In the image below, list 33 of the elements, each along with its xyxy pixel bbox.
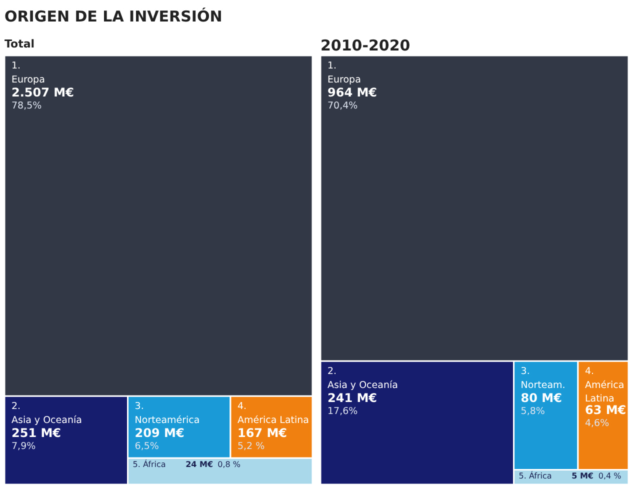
data-label: 80 M€: [520, 391, 562, 406]
category-label: 4. América Latina: [237, 401, 309, 426]
text: 78,5%: [12, 100, 42, 112]
data-label: 251 M€: [12, 426, 62, 440]
category-label: 5. África: [518, 470, 552, 481]
text: 17,6%: [328, 406, 358, 418]
text: ORIGEN DE LA INVERSIÓN: [4, 8, 222, 26]
text: Total: [4, 38, 35, 50]
data-label: 2.507 M€: [12, 86, 74, 100]
category-label: 3. Norteam.: [520, 366, 566, 391]
category-label: 1. Europa: [328, 60, 361, 86]
text: 4,6%: [584, 418, 610, 430]
category-label: 1. Europa: [12, 60, 45, 86]
category-label: 2. Asia y Oceanía: [328, 366, 398, 391]
data-label: 241 M€: [328, 391, 378, 406]
text: 0,4 %: [598, 472, 622, 481]
text: 0,8 %: [218, 460, 240, 470]
data-label: 209 M€: [134, 426, 184, 440]
category-label: 4. América Latina: [584, 366, 624, 405]
text: 6,5%: [134, 441, 159, 452]
text: 5,8%: [520, 406, 545, 418]
category-label: 5. África: [132, 459, 166, 470]
data-label: 167 M€: [237, 426, 287, 440]
data-label: 5 M€: [572, 472, 594, 481]
data-label: 964 M€: [328, 86, 378, 100]
text: 70,4%: [328, 100, 358, 112]
data-label: 63 M€: [584, 403, 626, 418]
category-label: 3. Norteamérica: [134, 401, 200, 426]
text: 7,9%: [12, 441, 36, 452]
category-label: 2. Asia y Oceanía: [12, 401, 82, 426]
text: 5,2 %: [237, 441, 265, 452]
data-label: 24 M€: [186, 460, 214, 470]
text: 2010-2020: [320, 36, 410, 54]
